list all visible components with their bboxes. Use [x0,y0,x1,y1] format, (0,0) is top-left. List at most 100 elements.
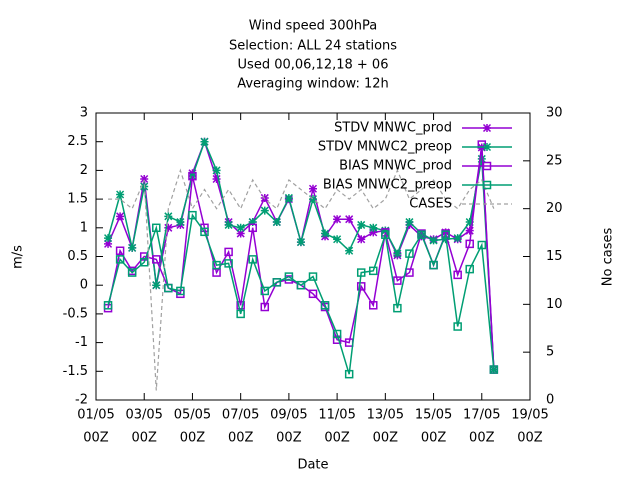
marker [345,215,354,224]
marker [236,309,245,319]
marker [236,223,245,232]
y2-tick-label: 30 [546,106,563,121]
marker [369,301,378,310]
marker [224,220,233,229]
x-tick-label: 15/05 [415,408,452,423]
y-tick-label: 2.5 [67,134,88,149]
y-tick-label: 2 [80,163,88,178]
marker [369,266,378,276]
marker [393,276,402,285]
marker [482,180,492,190]
marker [152,223,161,233]
y-tick-label: 0 [80,278,88,293]
marker [164,283,173,293]
marker [308,289,318,299]
marker [116,212,125,221]
y-tick-label: 3 [80,106,88,121]
y2-tick-label: 25 [546,153,563,168]
marker [308,272,318,281]
y-tick-label: -1.5 [63,364,88,379]
marker [441,230,450,239]
marker [369,228,378,237]
legend-label: CASES [409,197,452,212]
marker [453,270,462,280]
x-tick-label: 11/05 [318,408,355,423]
marker [482,142,492,152]
marker [405,218,414,227]
x-tick-label: 00Z [131,431,157,446]
y2-tick-label: 5 [546,345,554,360]
marker [104,239,113,248]
marker [212,260,221,270]
marker [482,123,492,133]
marker [200,137,209,146]
marker [140,174,149,184]
marker [345,246,354,255]
marker [260,206,269,215]
marker [248,223,257,233]
marker [357,235,366,244]
marker [465,239,474,249]
marker [139,257,149,267]
series-line [108,168,495,391]
marker [453,234,462,243]
marker [188,171,197,181]
marker [128,243,137,252]
x-tick-label: 00Z [324,431,350,446]
y2-tick-label: 20 [546,201,563,216]
chart-title: Selection: ALL 24 stations [229,39,397,54]
marker [115,246,125,256]
marker [272,278,282,287]
chart-title: Wind speed 300hPa [249,19,377,34]
x-tick-label: 01/05 [77,408,114,423]
marker [405,249,414,258]
marker [296,280,306,290]
marker [429,236,438,245]
marker [482,161,492,171]
marker [104,234,113,243]
marker [152,255,161,264]
marker [477,154,486,163]
x-tick-label: 09/05 [270,408,307,423]
legend-label: STDV MNWC_prod [334,121,452,136]
y2-axis-label: No cases [601,228,616,287]
x-tick-label: 00Z [180,431,206,446]
x-tick-label: 00Z [276,431,302,446]
marker [393,303,402,313]
x-tick-label: 00Z [421,431,447,446]
y-tick-label: -1 [75,335,88,350]
marker [224,247,233,257]
marker [260,302,270,312]
marker [248,218,257,227]
x-tick-label: 00Z [228,431,254,446]
marker [260,286,270,296]
marker [321,229,330,238]
chart-title: Used 00,06,12,18 + 06 [238,58,389,73]
marker [115,255,125,264]
marker [333,215,342,224]
series-line [107,139,495,370]
marker [308,184,318,193]
marker [356,282,366,291]
x-tick-label: 19/05 [511,408,548,423]
marker [176,218,185,227]
marker [369,223,378,232]
marker [393,249,402,258]
marker [465,264,474,274]
legend-label: BIAS MNWC_prod [339,159,452,174]
marker [103,301,113,310]
x-tick-label: 00Z [373,431,399,446]
y2-tick-label: 15 [546,249,563,264]
y-tick-label: 1.5 [67,192,88,207]
x-tick-label: 13/05 [367,408,404,423]
marker [236,301,245,310]
marker [284,272,294,281]
marker [344,369,354,379]
marker [356,268,366,277]
y-tick-label: -2 [75,393,88,408]
marker [260,193,269,202]
y-axis-label: m/s [11,245,26,269]
y2-tick-label: 0 [546,393,554,408]
marker [248,255,257,264]
